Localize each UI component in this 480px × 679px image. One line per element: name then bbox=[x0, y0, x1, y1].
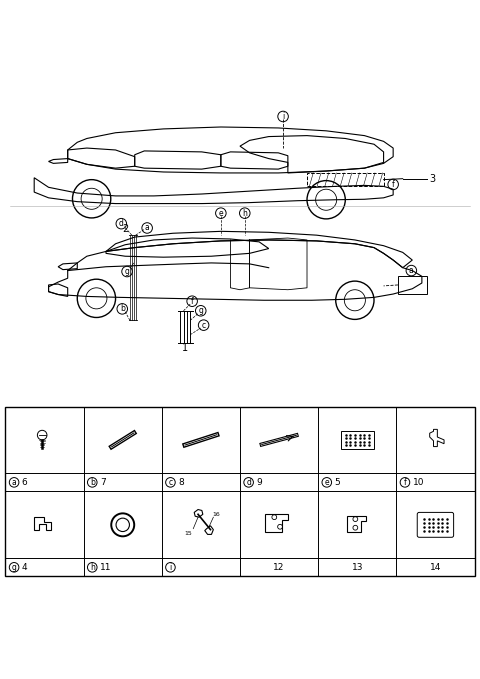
Text: e: e bbox=[324, 478, 329, 487]
Text: c: c bbox=[168, 478, 172, 487]
Text: 11: 11 bbox=[100, 563, 111, 572]
Text: g: g bbox=[12, 563, 16, 572]
Bar bbox=[307, 173, 384, 186]
Text: f: f bbox=[404, 478, 407, 487]
Text: e: e bbox=[218, 208, 223, 218]
Text: a: a bbox=[12, 478, 16, 487]
Text: d: d bbox=[246, 478, 251, 487]
Text: i: i bbox=[282, 112, 284, 121]
Bar bbox=[5, 407, 475, 576]
Text: 10: 10 bbox=[413, 478, 424, 487]
Text: h: h bbox=[242, 208, 247, 218]
Text: 13: 13 bbox=[351, 563, 363, 572]
Text: b: b bbox=[90, 478, 95, 487]
Text: g: g bbox=[125, 267, 130, 276]
Text: 16: 16 bbox=[212, 512, 220, 517]
Text: c: c bbox=[202, 320, 206, 329]
Text: 5: 5 bbox=[335, 478, 340, 487]
Text: 3: 3 bbox=[429, 174, 435, 184]
Text: 12: 12 bbox=[274, 563, 285, 572]
Text: 7: 7 bbox=[100, 478, 106, 487]
Bar bbox=[398, 276, 427, 293]
Text: a: a bbox=[145, 223, 150, 232]
Text: b: b bbox=[120, 304, 125, 314]
Text: h: h bbox=[90, 563, 95, 572]
Text: 9: 9 bbox=[256, 478, 262, 487]
Text: 6: 6 bbox=[22, 478, 27, 487]
Bar bbox=[341, 430, 373, 449]
Text: 4: 4 bbox=[22, 563, 27, 572]
Text: 2: 2 bbox=[122, 225, 128, 234]
Text: 15: 15 bbox=[185, 531, 192, 536]
Text: 8: 8 bbox=[178, 478, 184, 487]
Text: i: i bbox=[169, 563, 171, 572]
Text: d: d bbox=[119, 219, 124, 228]
Text: f: f bbox=[392, 180, 395, 189]
Text: f: f bbox=[191, 297, 193, 306]
Text: g: g bbox=[198, 306, 203, 315]
Text: a: a bbox=[409, 266, 414, 275]
Text: 14: 14 bbox=[430, 563, 441, 572]
Text: 1: 1 bbox=[182, 343, 189, 352]
